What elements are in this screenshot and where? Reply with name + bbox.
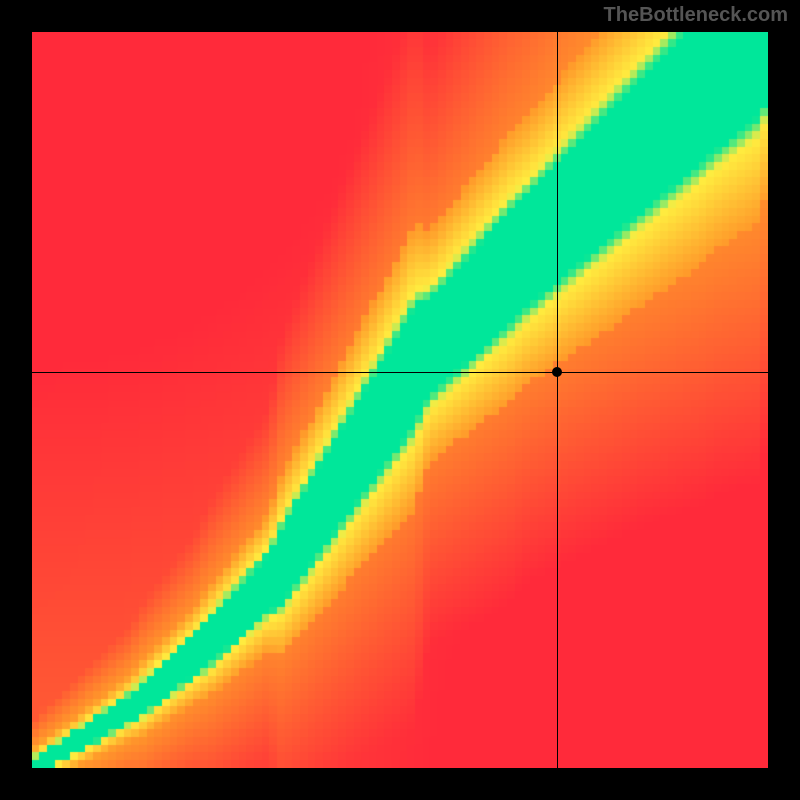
chart-container: TheBottleneck.com	[0, 0, 800, 800]
plot-area	[32, 32, 768, 768]
crosshair-vertical	[557, 32, 558, 768]
crosshair-dot	[552, 367, 562, 377]
crosshair-horizontal	[32, 372, 768, 373]
heatmap-canvas	[32, 32, 768, 768]
watermark-text: TheBottleneck.com	[604, 4, 788, 27]
